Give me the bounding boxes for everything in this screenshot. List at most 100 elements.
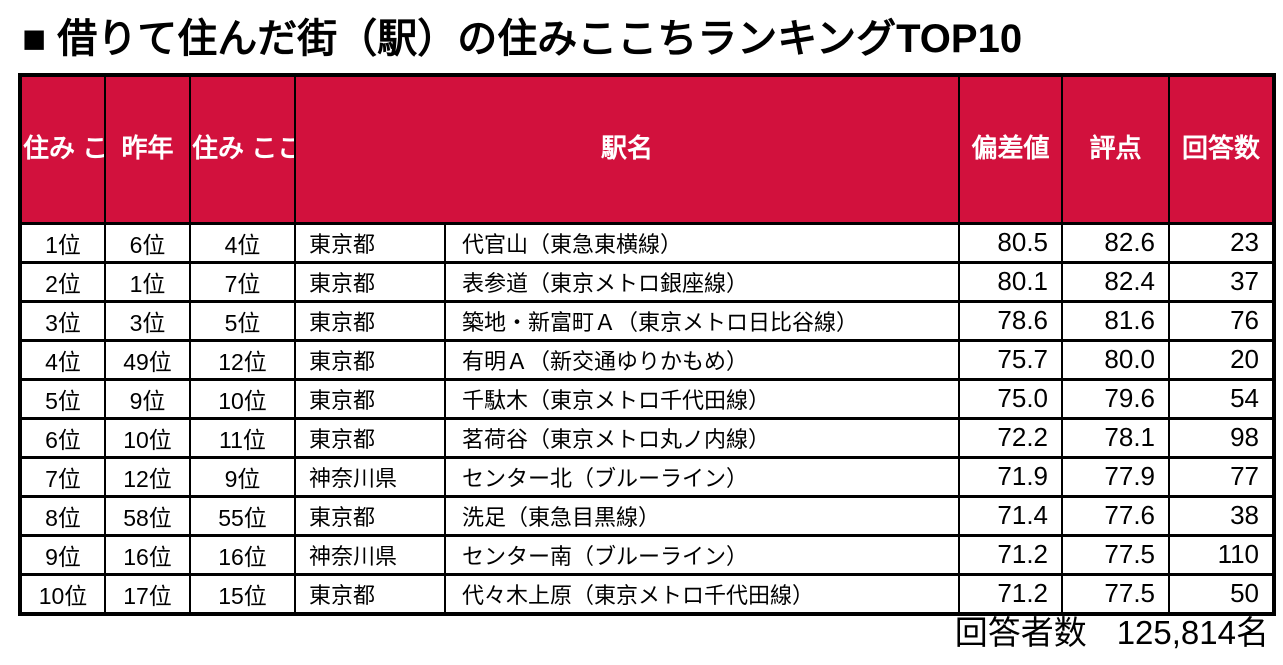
column-header-rank-rental: 住み ここ 賃貸 xyxy=(19,74,106,224)
cell-rank-metro: 12位 xyxy=(189,338,296,381)
table-row: 10位 17位 15位 東京都 代々木上原（東京メトロ千代田線） 71.2 77… xyxy=(19,572,1276,615)
ranking-table: 住み ここ 賃貸 昨年 住み ここ 首都圏 （総合） 駅名 偏差値 評点 回答数… xyxy=(18,73,1277,616)
cell-rank: 1位 xyxy=(19,221,106,264)
table-row: 8位 58位 55位 東京都 洗足（東急目黒線） 71.4 77.6 38 xyxy=(19,494,1276,537)
cell-responses: 50 xyxy=(1168,572,1276,615)
cell-prefecture: 東京都 xyxy=(294,260,446,303)
cell-responses: 76 xyxy=(1168,299,1276,342)
table-header-row: 住み ここ 賃貸 昨年 住み ここ 首都圏 （総合） 駅名 偏差値 評点 回答数 xyxy=(19,74,1276,224)
cell-last-year: 58位 xyxy=(104,494,191,537)
cell-deviation: 80.1 xyxy=(958,260,1064,303)
cell-prefecture: 東京都 xyxy=(294,338,446,381)
cell-rank-metro: 10位 xyxy=(189,377,296,420)
cell-station: 洗足（東急目黒線） xyxy=(443,494,961,537)
cell-rank: 6位 xyxy=(19,416,106,459)
cell-prefecture: 東京都 xyxy=(294,221,446,264)
cell-rank: 5位 xyxy=(19,377,106,420)
cell-prefecture: 東京都 xyxy=(294,494,446,537)
cell-rank-metro: 7位 xyxy=(189,260,296,303)
cell-last-year: 3位 xyxy=(104,299,191,342)
cell-responses: 23 xyxy=(1168,221,1276,264)
column-header-deviation: 偏差値 xyxy=(958,74,1064,224)
table-row: 9位 16位 16位 神奈川県 センター南（ブルーライン） 71.2 77.5 … xyxy=(19,533,1276,576)
column-header-rank-metro: 住み ここ 首都圏 （総合） xyxy=(189,74,296,224)
column-header-last-year: 昨年 xyxy=(104,74,191,224)
cell-station: 千駄木（東京メトロ千代田線） xyxy=(443,377,961,420)
cell-score: 82.6 xyxy=(1061,221,1171,264)
cell-station: 茗荷谷（東京メトロ丸ノ内線） xyxy=(443,416,961,459)
cell-responses: 98 xyxy=(1168,416,1276,459)
cell-rank: 10位 xyxy=(19,572,106,615)
cell-responses: 38 xyxy=(1168,494,1276,537)
cell-last-year: 17位 xyxy=(104,572,191,615)
cell-rank-metro: 55位 xyxy=(189,494,296,537)
cell-prefecture: 東京都 xyxy=(294,572,446,615)
cell-prefecture: 東京都 xyxy=(294,299,446,342)
respondent-count-value: 125,814名 xyxy=(1116,614,1269,651)
cell-rank: 3位 xyxy=(19,299,106,342)
cell-deviation: 71.4 xyxy=(958,494,1064,537)
cell-deviation: 71.2 xyxy=(958,533,1064,576)
cell-score: 77.9 xyxy=(1061,455,1171,498)
column-header-station: 駅名 xyxy=(293,74,961,224)
cell-score: 77.5 xyxy=(1061,533,1171,576)
respondent-count: 回答者数 125,814名 xyxy=(955,606,1269,654)
table-row: 5位 9位 10位 東京都 千駄木（東京メトロ千代田線） 75.0 79.6 5… xyxy=(19,377,1276,420)
cell-station: 有明Ａ（新交通ゆりかもめ） xyxy=(443,338,961,381)
cell-score: 82.4 xyxy=(1061,260,1171,303)
cell-last-year: 9位 xyxy=(104,377,191,420)
cell-rank-metro: 9位 xyxy=(189,455,296,498)
cell-rank: 2位 xyxy=(19,260,106,303)
cell-score: 77.6 xyxy=(1061,494,1171,537)
cell-deviation: 80.5 xyxy=(958,221,1064,264)
table-row: 4位 49位 12位 東京都 有明Ａ（新交通ゆりかもめ） 75.7 80.0 2… xyxy=(19,338,1276,381)
cell-deviation: 78.6 xyxy=(958,299,1064,342)
cell-last-year: 49位 xyxy=(104,338,191,381)
cell-rank: 4位 xyxy=(19,338,106,381)
cell-deviation: 75.0 xyxy=(958,377,1064,420)
cell-rank-metro: 4位 xyxy=(189,221,296,264)
cell-station: 代々木上原（東京メトロ千代田線） xyxy=(443,572,961,615)
cell-last-year: 6位 xyxy=(104,221,191,264)
cell-rank: 8位 xyxy=(19,494,106,537)
cell-deviation: 71.2 xyxy=(958,572,1064,615)
cell-prefecture: 神奈川県 xyxy=(294,455,446,498)
column-header-responses: 回答数 xyxy=(1168,74,1276,224)
cell-responses: 77 xyxy=(1168,455,1276,498)
table-row: 6位 10位 11位 東京都 茗荷谷（東京メトロ丸ノ内線） 72.2 78.1 … xyxy=(19,416,1276,459)
cell-prefecture: 神奈川県 xyxy=(294,533,446,576)
cell-station: センター北（ブルーライン） xyxy=(443,455,961,498)
cell-deviation: 71.9 xyxy=(958,455,1064,498)
cell-score: 77.5 xyxy=(1061,572,1171,615)
cell-responses: 110 xyxy=(1168,533,1276,576)
cell-responses: 54 xyxy=(1168,377,1276,420)
cell-rank-metro: 15位 xyxy=(189,572,296,615)
cell-rank: 9位 xyxy=(19,533,106,576)
cell-last-year: 10位 xyxy=(104,416,191,459)
cell-prefecture: 東京都 xyxy=(294,377,446,420)
cell-last-year: 16位 xyxy=(104,533,191,576)
page-title: ■ 借りて住んだ街（駅）の住みここちランキングTOP10 xyxy=(22,17,1023,61)
cell-responses: 20 xyxy=(1168,338,1276,381)
cell-rank-metro: 5位 xyxy=(189,299,296,342)
cell-score: 79.6 xyxy=(1061,377,1171,420)
cell-score: 80.0 xyxy=(1061,338,1171,381)
cell-rank-metro: 11位 xyxy=(189,416,296,459)
cell-responses: 37 xyxy=(1168,260,1276,303)
cell-station: センター南（ブルーライン） xyxy=(443,533,961,576)
cell-score: 81.6 xyxy=(1061,299,1171,342)
table-row: 7位 12位 9位 神奈川県 センター北（ブルーライン） 71.9 77.9 7… xyxy=(19,455,1276,498)
cell-last-year: 1位 xyxy=(104,260,191,303)
table-row: 3位 3位 5位 東京都 築地・新富町Ａ（東京メトロ日比谷線） 78.6 81.… xyxy=(19,299,1276,342)
table-row: 2位 1位 7位 東京都 表参道（東京メトロ銀座線） 80.1 82.4 37 xyxy=(19,260,1276,303)
cell-station: 表参道（東京メトロ銀座線） xyxy=(443,260,961,303)
cell-score: 78.1 xyxy=(1061,416,1171,459)
cell-deviation: 72.2 xyxy=(958,416,1064,459)
column-header-score: 評点 xyxy=(1061,74,1171,224)
cell-station: 築地・新富町Ａ（東京メトロ日比谷線） xyxy=(443,299,961,342)
cell-deviation: 75.7 xyxy=(958,338,1064,381)
cell-prefecture: 東京都 xyxy=(294,416,446,459)
cell-station: 代官山（東急東横線） xyxy=(443,221,961,264)
respondent-count-label: 回答者数 xyxy=(954,614,1087,651)
table-row: 1位 6位 4位 東京都 代官山（東急東横線） 80.5 82.6 23 xyxy=(19,221,1276,264)
